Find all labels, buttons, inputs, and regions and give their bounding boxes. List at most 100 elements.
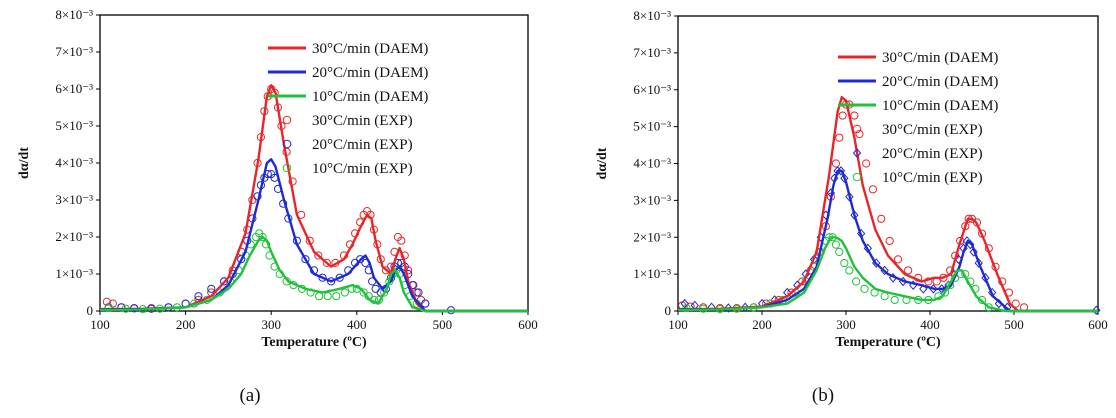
series-line-2	[99, 235, 528, 313]
data-point	[845, 191, 854, 202]
legend-label: 30°C/min (DAEM)	[882, 50, 998, 66]
x-tick-label: 300	[836, 317, 856, 332]
data-point	[850, 111, 859, 120]
chart-a: 0 1×10⁻³ 2×10⁻³ 3×10⁻³ 4×10⁻³ 5×10⁻³ 6×10⁻³ 7×1…	[17, 7, 538, 350]
series-line-0	[99, 84, 528, 313]
x-tick-label: 600	[518, 317, 538, 332]
x-tick-label: 100	[90, 317, 110, 332]
data-point	[340, 288, 349, 297]
panel-label-b: (b)	[811, 385, 835, 406]
data-point	[838, 111, 847, 120]
data-point	[893, 255, 903, 264]
data-point	[314, 251, 323, 260]
data-point	[323, 292, 332, 301]
x-tick-label: 500	[1004, 317, 1024, 332]
data-point	[327, 277, 336, 286]
y-tick-label: 0	[665, 303, 672, 318]
panel-a: 0 1×10⁻³ 2×10⁻³ 3×10⁻³ 4×10⁻³ 5×10⁻³ 6×10⁻³ 7×1…	[17, 7, 538, 406]
series-line-1	[677, 169, 1098, 313]
data-point	[977, 295, 987, 305]
legend-swatch	[282, 139, 292, 149]
legend-label: 10°C/min (DAEM)	[882, 98, 998, 114]
legend-swatch	[852, 124, 862, 134]
data-point	[397, 236, 406, 245]
legend-swatch	[282, 163, 292, 173]
y-tick-label: 8×10⁻³	[55, 7, 93, 22]
legend-entry: 30°C/min (DAEM)	[268, 41, 428, 57]
data-point	[836, 166, 846, 176]
data-point	[335, 273, 344, 282]
data-point	[862, 159, 871, 168]
y-tick-label: 1×10⁻³	[55, 266, 93, 281]
data-point	[301, 255, 310, 264]
legend-label: 10°C/min (DAEM)	[312, 89, 428, 105]
data-point	[981, 273, 990, 283]
data-point	[840, 258, 849, 268]
data-point	[741, 302, 750, 313]
data-point	[831, 159, 841, 168]
series-line-0	[677, 95, 1098, 313]
y-tick-label: 2×10⁻³	[55, 229, 93, 244]
legend-entry: 10°C/min (EXP)	[852, 170, 983, 186]
data-point	[904, 266, 913, 275]
data-point	[885, 236, 894, 246]
series-line-2	[677, 236, 1098, 313]
data-point	[840, 173, 849, 184]
y-tick-label: 5×10⁻³	[55, 118, 93, 133]
data-point	[890, 295, 899, 305]
data-point	[868, 185, 877, 194]
data-point	[851, 277, 861, 286]
y-tick-label: 8×10⁻³	[633, 8, 671, 23]
data-point	[860, 284, 869, 293]
y-tick-label: 6×10⁻³	[55, 81, 93, 96]
data-point	[220, 277, 229, 286]
legend-label: 20°C/min (EXP)	[312, 137, 413, 153]
legend-label: 30°C/min (DAEM)	[312, 41, 428, 57]
y-tick-label: 1×10⁻³	[633, 266, 671, 281]
y-tick-label: 0	[87, 303, 94, 318]
panel-label-a: (a)	[239, 385, 261, 406]
legend-entry: 20°C/min (DAEM)	[268, 65, 428, 81]
data-point	[724, 303, 733, 313]
x-tick-label: 400	[920, 317, 940, 332]
data-point	[332, 292, 341, 301]
data-point	[831, 240, 841, 249]
legend-label: 10°C/min (EXP)	[312, 161, 413, 177]
legend-entry: 10°C/min (DAEM)	[268, 89, 428, 105]
legend-label: 20°C/min (EXP)	[882, 146, 983, 162]
y-tick-label: 3×10⁻³	[55, 192, 93, 207]
legend-entry: 30°C/min (DAEM)	[838, 50, 998, 66]
data-point	[880, 292, 889, 301]
data-point	[707, 302, 716, 313]
legend-entry: 10°C/min (EXP)	[282, 161, 413, 177]
legend-entry: 20°C/min (DAEM)	[838, 74, 998, 90]
data-point	[414, 288, 423, 297]
y-tick-label: 4×10⁻³	[55, 155, 93, 170]
x-tick-label: 400	[347, 317, 367, 332]
y-tick-label: 3×10⁻³	[633, 192, 671, 207]
data-point	[877, 214, 886, 223]
legend-entry: 10°C/min (DAEM)	[838, 98, 998, 114]
legend-label: 30°C/min (EXP)	[312, 113, 413, 129]
data-point	[845, 266, 854, 275]
legend-entry: 20°C/min (EXP)	[282, 137, 413, 153]
data-point	[835, 133, 844, 142]
x-tick-label: 300	[261, 317, 281, 332]
data-point	[855, 129, 864, 139]
data-point	[798, 277, 807, 286]
y-tick-label: 5×10⁻³	[633, 119, 671, 134]
legend-swatch	[282, 115, 292, 125]
legend-entry: 30°C/min (EXP)	[852, 122, 983, 138]
data-point	[680, 298, 689, 309]
legend-swatch	[852, 172, 862, 182]
legend-label: 20°C/min (DAEM)	[312, 65, 428, 81]
x-tick-label: 200	[752, 317, 772, 332]
data-point	[850, 210, 859, 220]
panel-b: 0 1×10⁻³ 2×10⁻³ 3×10⁻³ 4×10⁻³ 5×10⁻³ 6×10⁻³ 7×1…	[558, 0, 1116, 418]
y-tick-label: 4×10⁻³	[633, 156, 671, 171]
x-axis-label: Temperature (ºC)	[261, 335, 367, 350]
x-tick-label: 100	[668, 317, 688, 332]
y-tick-label: 2×10⁻³	[633, 229, 671, 244]
legend-label: 30°C/min (EXP)	[882, 122, 983, 138]
legend-swatch	[852, 148, 862, 158]
